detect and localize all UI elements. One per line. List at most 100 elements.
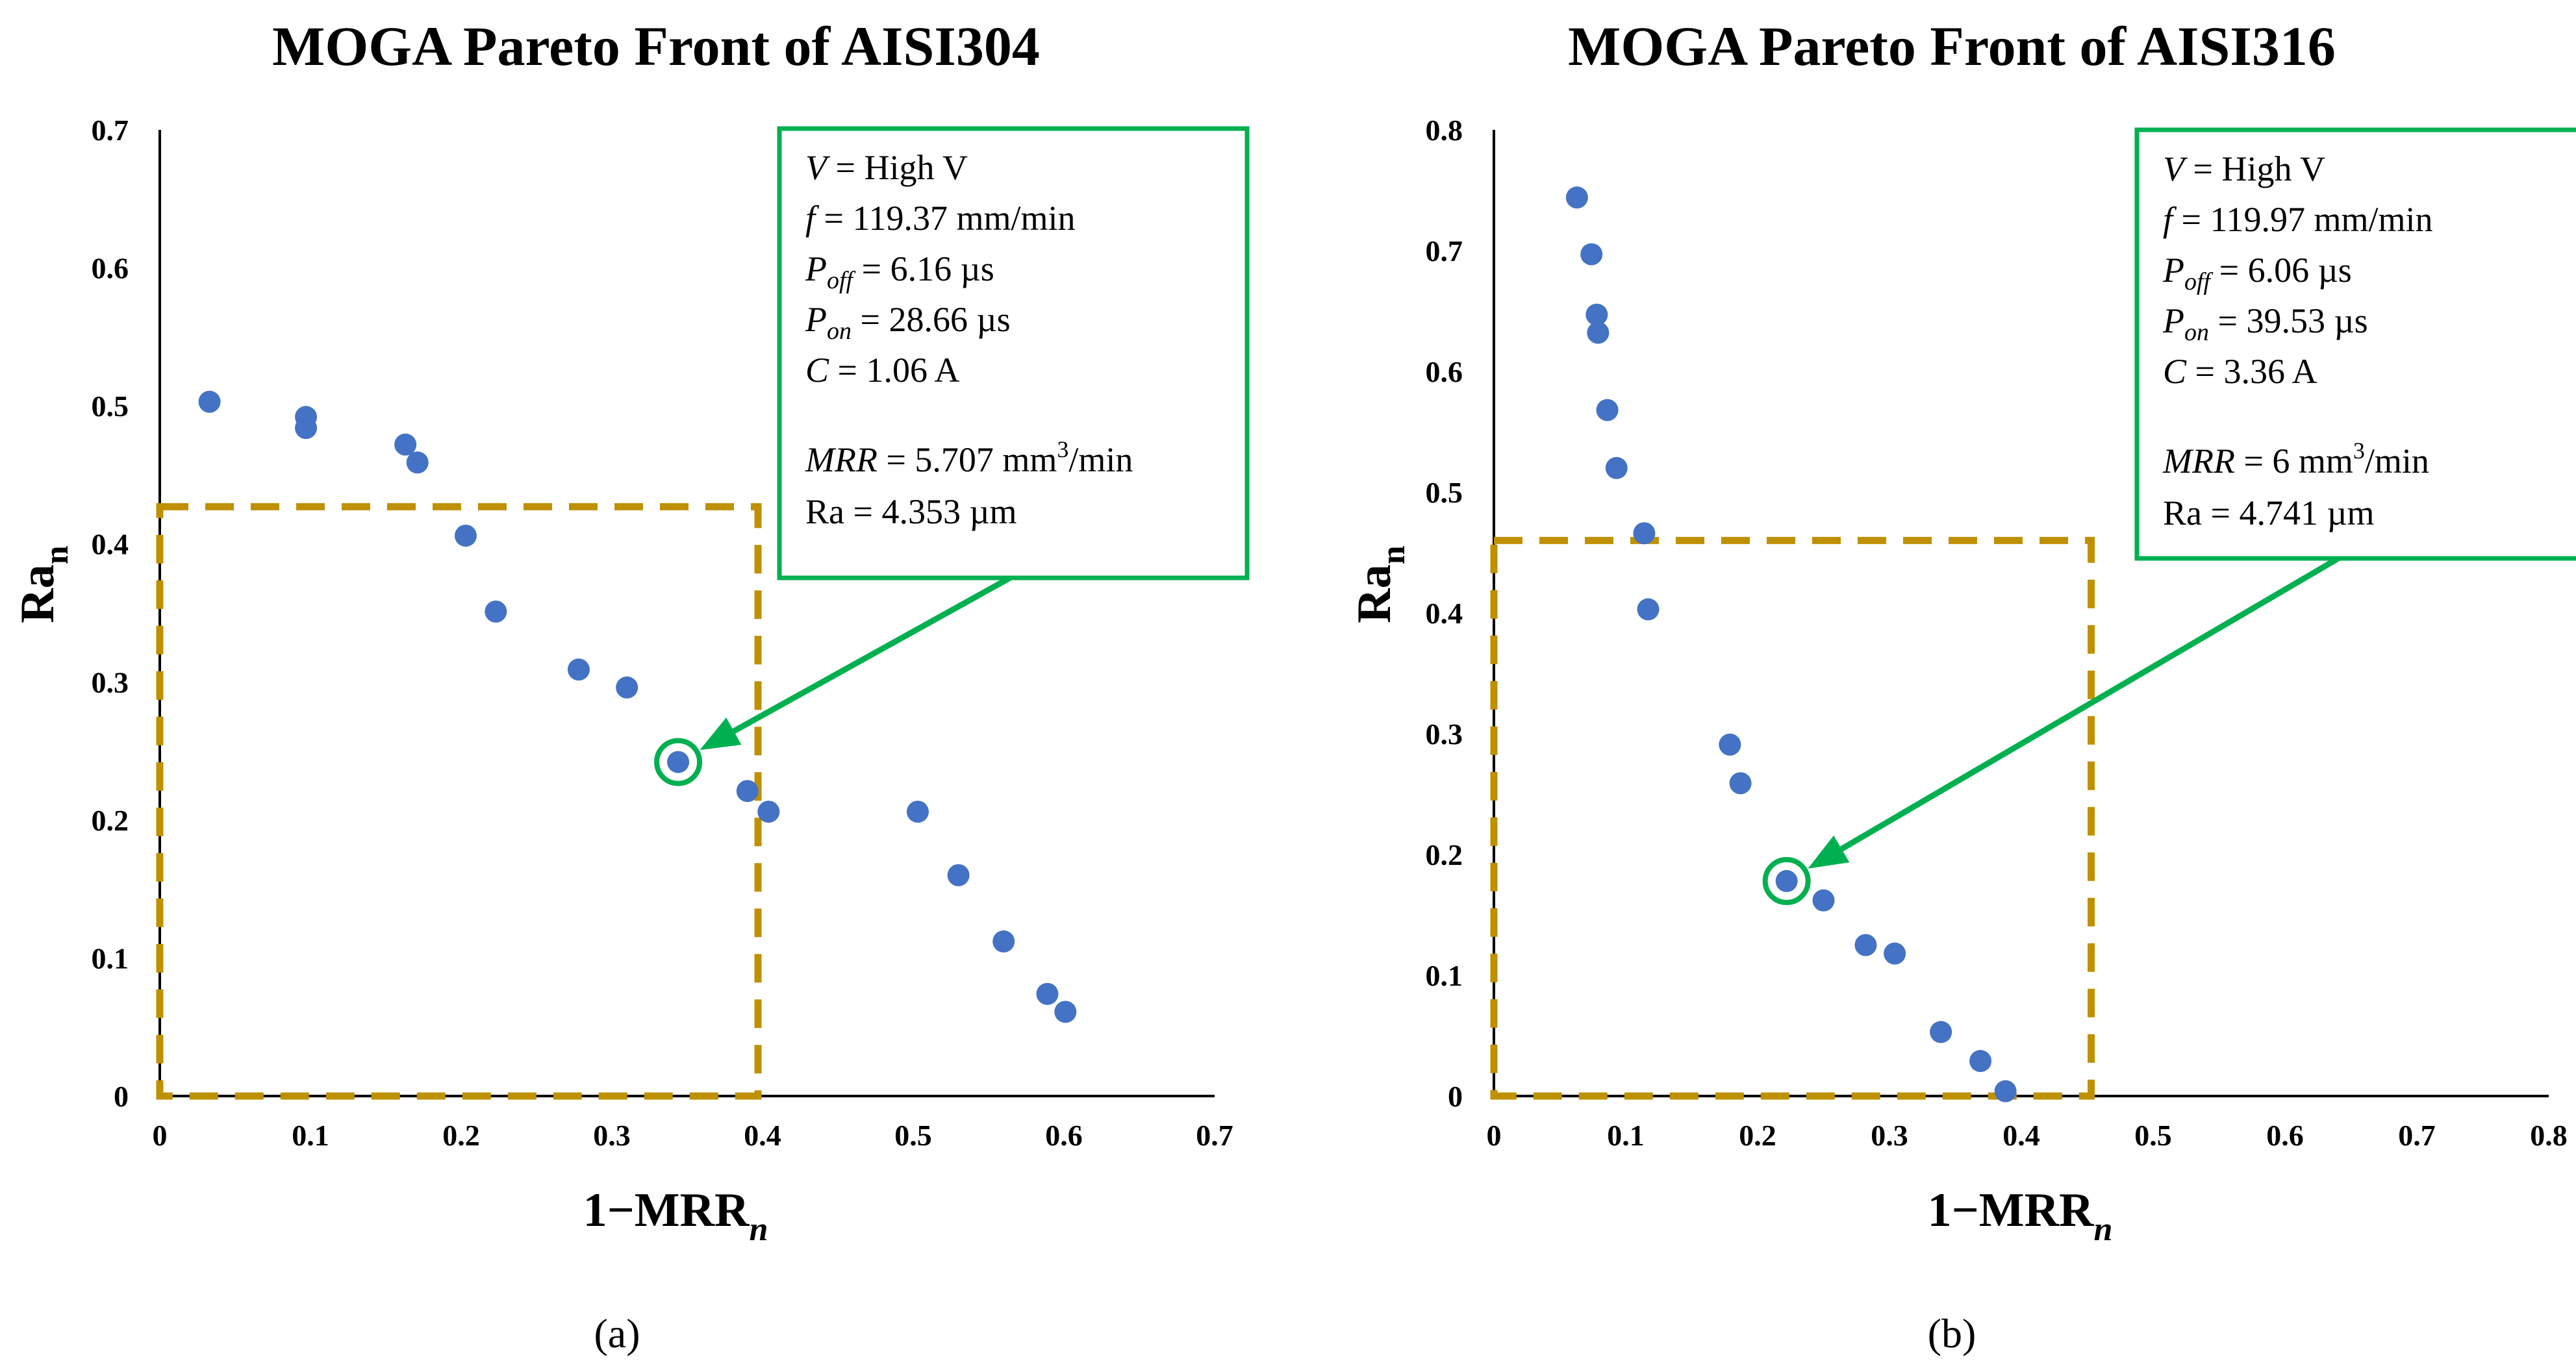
x-tick-label: 0.5 <box>894 1119 932 1152</box>
data-point <box>1884 942 1906 965</box>
x-tick-label: 0.6 <box>1045 1119 1083 1152</box>
x-tick-label: 0 <box>153 1119 168 1152</box>
region-box <box>156 503 762 1100</box>
data-point <box>736 780 759 803</box>
chart-panel-b: MOGA Pareto Front of AISI316 0 0.1 0.2 0.3 0… <box>1348 15 2576 1356</box>
annotation-box <box>2134 127 2576 561</box>
panel-label: (b) <box>1928 1310 1976 1356</box>
y-axis-label-text: Ra <box>1348 564 1401 623</box>
y-tick-label: 0.4 <box>92 528 129 561</box>
x-tick-label: 0.4 <box>2002 1119 2040 1152</box>
data-point <box>947 864 970 886</box>
data-point <box>1596 399 1619 421</box>
data-point <box>567 658 590 681</box>
annotation-line: C = 1.06 A <box>805 351 960 390</box>
y-tick-label: 0.3 <box>92 666 129 699</box>
data-point <box>406 451 429 474</box>
y-tick-label: 0.6 <box>92 252 129 285</box>
y-tick-label: 0.5 <box>92 390 129 423</box>
data-point <box>1812 889 1835 912</box>
data-point <box>992 930 1015 953</box>
x-tick-label: 0.2 <box>1739 1119 1776 1152</box>
annotation-line: MRR = 5.707 mm3/min <box>805 436 1133 479</box>
y-axis-label-subscript: n <box>1375 545 1412 564</box>
annotation-line: f = 119.97 mm/min <box>2163 200 2432 239</box>
x-axis-label: 1−MRRn <box>1928 1184 2113 1248</box>
annotation-line: MRR = 6 mm3/min <box>2162 438 2429 480</box>
data-point <box>667 751 690 773</box>
data-point <box>1565 186 1588 209</box>
x-axis-label-subscript: n <box>749 1211 768 1248</box>
data-point <box>1637 598 1660 621</box>
y-tick-label: 0 <box>114 1080 129 1113</box>
data-point <box>1054 1001 1077 1023</box>
data-point <box>1729 772 1752 795</box>
annotation-line: Pon = 28.66 µs <box>805 300 1011 345</box>
data-point <box>1930 1021 1952 1043</box>
x-tick-label: 0.1 <box>1607 1119 1645 1152</box>
x-axis-label-text: 1−MRR <box>1928 1184 2095 1237</box>
y-tick-label: 0.1 <box>1426 959 1463 992</box>
annotation-box <box>777 126 1250 580</box>
annotation-line: Poff = 6.06 µs <box>2162 251 2352 295</box>
y-tick-label: 0.2 <box>1426 838 1463 871</box>
annotation-line: Ra = 4.353 µm <box>805 492 1017 531</box>
highlight-circle <box>1762 856 1811 905</box>
data-point <box>454 524 477 547</box>
data-point <box>394 433 417 456</box>
annotation-line: C = 3.36 A <box>2163 352 2317 391</box>
chart-panel-a: MOGA Pareto Front of AISI304 0 0.1 0.2 0.3 0… <box>11 15 1250 1356</box>
data-point <box>757 801 780 823</box>
annotation-line: f = 119.37 mm/min <box>805 199 1075 238</box>
arrow-line <box>1839 556 2340 852</box>
y-tick-label: 0.5 <box>1426 476 1463 509</box>
y-tick-label: 0.3 <box>1426 717 1463 751</box>
chart-title: MOGA Pareto Front of AISI304 <box>272 15 1040 77</box>
x-tick-label: 0.1 <box>292 1119 329 1152</box>
arrow-line <box>732 575 1012 734</box>
y-tick-label: 0.6 <box>1426 355 1463 388</box>
x-tick-label: 0.6 <box>2266 1119 2304 1152</box>
data-point <box>1633 522 1656 545</box>
data-point <box>1969 1050 1992 1073</box>
data-point <box>1775 869 1798 892</box>
y-axis-label-subscript: n <box>38 545 75 564</box>
y-axis-label: Ran <box>1348 545 1412 623</box>
y-tick-label: 0.8 <box>1426 114 1463 147</box>
y-tick-label: 0.7 <box>1426 234 1463 268</box>
x-tick-label: 0 <box>1487 1119 1502 1152</box>
highlight-circle <box>654 738 703 786</box>
y-tick-label: 0 <box>1448 1080 1463 1113</box>
data-point <box>1585 303 1608 326</box>
x-tick-label: 0.4 <box>744 1119 781 1152</box>
data-point <box>1719 733 1741 756</box>
y-tick-label: 0.7 <box>92 114 129 147</box>
annotation-line: Ra = 4.741 µm <box>2163 493 2375 532</box>
x-tick-label: 0.3 <box>1871 1119 1908 1152</box>
y-tick-label: 0.4 <box>1426 597 1463 630</box>
chart-title: MOGA Pareto Front of AISI316 <box>1568 15 2336 77</box>
x-tick-label: 0.3 <box>593 1119 631 1152</box>
data-point <box>1605 456 1628 479</box>
y-axis-label: Ran <box>11 545 75 623</box>
data-point <box>1036 982 1059 1005</box>
region-box <box>1490 536 2095 1100</box>
x-tick-label: 0.7 <box>2398 1119 2436 1152</box>
annotation-line: V = High V <box>2163 149 2325 188</box>
y-tick-label: 0.2 <box>92 804 129 837</box>
annotation-line: V = High V <box>805 148 968 187</box>
x-tick-label: 0.7 <box>1196 1119 1233 1152</box>
annotation-line: Pon = 39.53 µs <box>2162 301 2368 346</box>
y-tick-label: 0.1 <box>92 942 129 975</box>
data-point <box>1580 243 1603 266</box>
data-point <box>1994 1080 2017 1103</box>
x-axis-label: 1−MRRn <box>583 1184 768 1248</box>
data-point <box>295 417 318 440</box>
data-point <box>1587 321 1610 344</box>
chart-marks: 0 0.1 0.2 0.3 0.4 0.5 0.6 0.7 0 0.1 0.2 0.3 0.4 0.5 0.… <box>92 114 1250 1152</box>
x-axis-label-text: 1−MRR <box>583 1184 750 1237</box>
annotation-line: Poff = 6.16 µs <box>805 249 994 294</box>
data-point <box>906 801 929 823</box>
panel-label: (a) <box>594 1310 640 1356</box>
